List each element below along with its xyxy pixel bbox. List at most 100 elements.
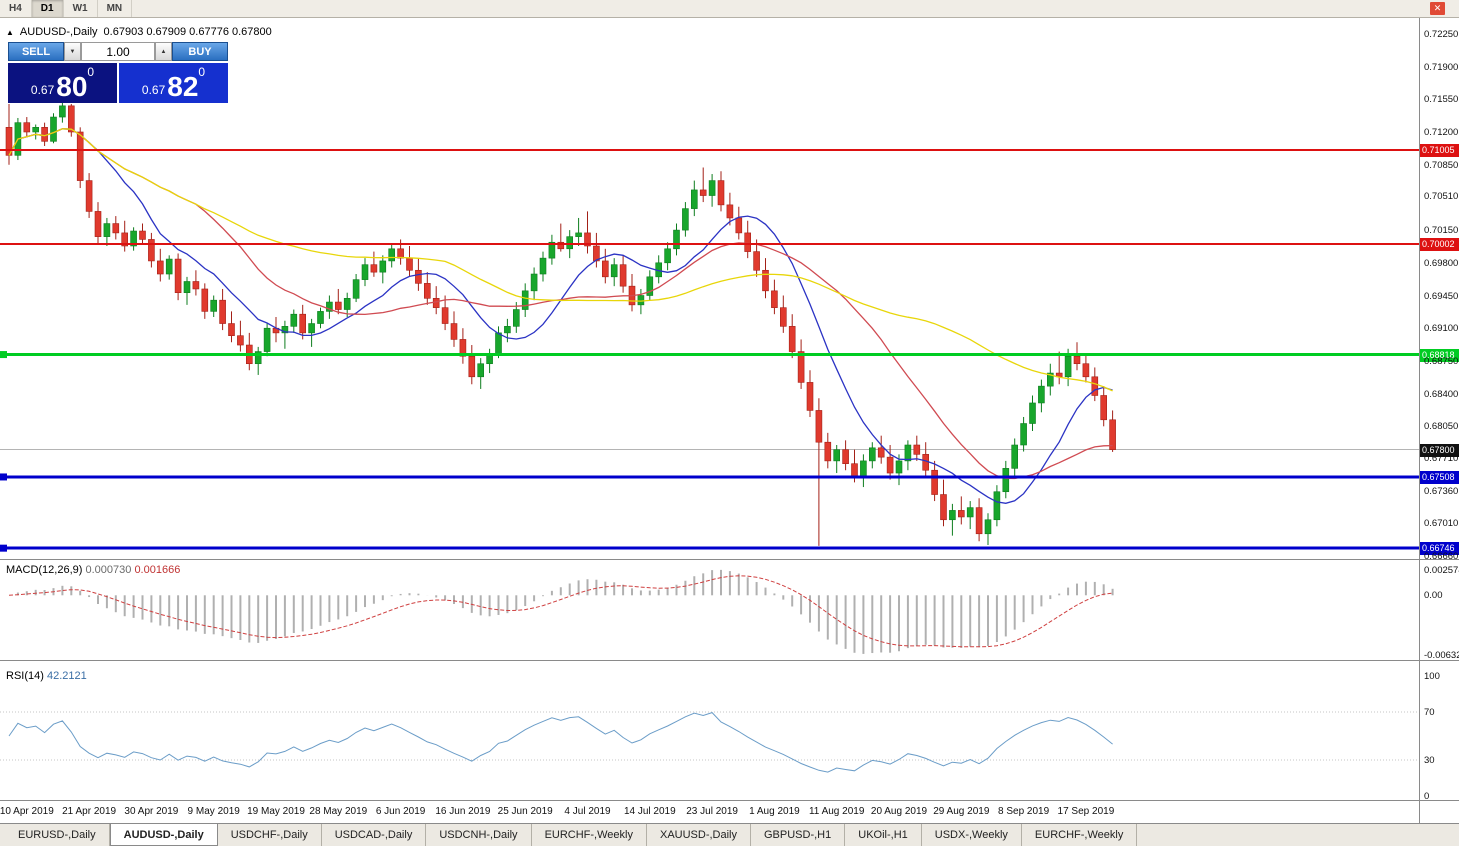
chart-tab-usdcnh-daily[interactable]: USDCNH-,Daily bbox=[426, 824, 532, 846]
y-axis-label: 0.68400 bbox=[1424, 388, 1459, 400]
x-axis-label: 25 Jun 2019 bbox=[497, 806, 553, 817]
rsi-scale-label: 100 bbox=[1424, 671, 1440, 682]
y-axis-label: 0.69450 bbox=[1424, 290, 1459, 302]
timeframe-button-mn[interactable]: MN bbox=[98, 0, 133, 17]
buy-price-prefix: 0.67 bbox=[141, 83, 166, 97]
volume-decrease-button[interactable]: ▼ bbox=[64, 42, 81, 61]
timeframe-button-w1[interactable]: W1 bbox=[64, 0, 98, 17]
chart-tab-gbpusd-h1[interactable]: GBPUSD-,H1 bbox=[751, 824, 846, 846]
chart-header: ▲ AUDUSD-,Daily 0.67903 0.67909 0.67776 … bbox=[6, 26, 272, 38]
chart-tab-eurchf-weekly[interactable]: EURCHF-,Weekly bbox=[1022, 824, 1138, 846]
macd-signal-value: 0.001666 bbox=[134, 564, 181, 576]
chart-tab-usdchf-daily[interactable]: USDCHF-,Daily bbox=[218, 824, 322, 846]
sell-price-prefix: 0.67 bbox=[30, 83, 55, 97]
rsi-panel[interactable] bbox=[0, 661, 1419, 800]
y-axis-label: 0.72250 bbox=[1424, 28, 1459, 40]
chart-tab-usdx-weekly[interactable]: USDX-,Weekly bbox=[922, 824, 1022, 846]
timeframe-button-h4[interactable]: H4 bbox=[0, 0, 32, 17]
price-line-label: 0.66746 bbox=[1420, 542, 1459, 555]
price-line-label: 0.71005 bbox=[1420, 144, 1459, 157]
x-axis-label: 17 Sep 2019 bbox=[1057, 806, 1115, 817]
buy-button[interactable]: BUY bbox=[172, 42, 228, 61]
y-axis-label: 0.71550 bbox=[1424, 94, 1459, 106]
buy-price-point: 0 bbox=[198, 65, 206, 79]
chart-tab-ukoil-h1[interactable]: UKOil-,H1 bbox=[845, 824, 922, 846]
one-click-trading-panel: SELL ▼ 1.00 ▲ BUY 0.67 80 0 0.67 82 0 bbox=[8, 42, 228, 103]
chart-tab-usdcad-daily[interactable]: USDCAD-,Daily bbox=[322, 824, 427, 846]
x-axis-label: 16 Jun 2019 bbox=[435, 806, 491, 817]
buy-price-pips: 82 bbox=[167, 71, 199, 102]
x-axis-label: 1 Aug 2019 bbox=[749, 806, 800, 817]
x-axis-label: 19 May 2019 bbox=[247, 806, 305, 817]
y-axis-label: 0.67360 bbox=[1424, 485, 1459, 497]
y-axis-label: 0.70150 bbox=[1424, 225, 1459, 237]
collapse-icon[interactable]: ▲ bbox=[6, 27, 14, 37]
rsi-scale-label: 70 bbox=[1424, 707, 1435, 718]
x-axis-label: 9 May 2019 bbox=[187, 806, 240, 817]
x-axis-label: 6 Jun 2019 bbox=[375, 806, 426, 817]
macd-scale-label: 0.002574 bbox=[1424, 565, 1459, 577]
x-axis-label: 20 Aug 2019 bbox=[870, 806, 928, 817]
volume-input[interactable]: 1.00 bbox=[81, 42, 155, 61]
current-price-label: 0.67800 bbox=[1420, 444, 1459, 457]
x-axis-label: 8 Sep 2019 bbox=[998, 806, 1050, 817]
rsi-scale-label: 0 bbox=[1424, 791, 1430, 802]
panel-separator[interactable] bbox=[0, 800, 1459, 801]
y-axis-label: 0.67710 bbox=[1424, 453, 1459, 465]
chart-tab-eurchf-weekly[interactable]: EURCHF-,Weekly bbox=[532, 824, 647, 846]
price-panel[interactable] bbox=[0, 18, 1419, 559]
rsi-indicator-label: RSI(14) 42.2121 bbox=[6, 670, 87, 682]
x-axis-label: 23 Jul 2019 bbox=[686, 806, 738, 817]
macd-main-value: 0.000730 bbox=[85, 564, 132, 576]
timeframe-toolbar: H4 D1 W1 MN bbox=[0, 0, 1459, 18]
chart-tab-eurusd-daily[interactable]: EURUSD-,Daily bbox=[5, 824, 110, 846]
rsi-value: 42.2121 bbox=[46, 670, 87, 682]
volume-increase-button[interactable]: ▲ bbox=[155, 42, 172, 61]
y-axis-label: 0.71200 bbox=[1424, 126, 1459, 138]
x-axis-label: 4 Jul 2019 bbox=[564, 806, 611, 817]
price-line-label: 0.70002 bbox=[1420, 238, 1459, 251]
buy-price-box[interactable]: 0.67 82 0 bbox=[119, 63, 228, 103]
x-axis-label: 29 Aug 2019 bbox=[933, 806, 990, 817]
x-axis-label: 21 Apr 2019 bbox=[62, 806, 117, 817]
y-axis-label: 0.70850 bbox=[1424, 159, 1459, 171]
sell-price-pips: 80 bbox=[56, 71, 88, 102]
macd-indicator-label: MACD(12,26,9) 0.000730 0.001666 bbox=[6, 564, 180, 576]
macd-panel[interactable] bbox=[0, 560, 1419, 660]
chart-tab-xauusd-daily[interactable]: XAUUSD-,Daily bbox=[647, 824, 751, 846]
sell-price-point: 0 bbox=[87, 65, 95, 79]
sell-button[interactable]: SELL bbox=[8, 42, 64, 61]
chart-ohlc-values: 0.67903 0.67909 0.67776 0.67800 bbox=[103, 26, 272, 38]
x-axis-label: 30 Apr 2019 bbox=[124, 806, 179, 817]
chart-window[interactable]: ▲ AUDUSD-,Daily 0.67903 0.67909 0.67776 … bbox=[0, 18, 1459, 823]
rsi-scale-label: 30 bbox=[1424, 755, 1435, 766]
close-button[interactable]: ✕ bbox=[1430, 2, 1445, 15]
panel-separator[interactable] bbox=[0, 559, 1459, 560]
y-axis-label: 0.69800 bbox=[1424, 257, 1459, 269]
chart-tab-bar: EURUSD-,Daily AUDUSD-,Daily USDCHF-,Daily U… bbox=[0, 823, 1459, 846]
macd-scale-label: 0.00 bbox=[1424, 590, 1443, 602]
macd-name: MACD(12,26,9) bbox=[6, 564, 83, 576]
macd-scale-label: -0.00632 bbox=[1424, 650, 1459, 661]
timeframe-button-group: H4 D1 W1 MN bbox=[0, 0, 133, 17]
x-axis-label: 10 Apr 2019 bbox=[0, 806, 54, 817]
chart-symbol-title: AUDUSD-,Daily bbox=[19, 26, 98, 38]
y-axis-label: 0.69100 bbox=[1424, 323, 1459, 335]
price-line-label: 0.67508 bbox=[1420, 471, 1459, 484]
chart-tab-audusd-daily[interactable]: AUDUSD-,Daily bbox=[109, 824, 218, 846]
x-axis-label: 28 May 2019 bbox=[309, 806, 368, 817]
y-axis-label: 0.68050 bbox=[1424, 421, 1459, 433]
y-axis-label: 0.70510 bbox=[1424, 191, 1459, 203]
y-axis-label: 0.71900 bbox=[1424, 61, 1459, 73]
price-line-label: 0.68818 bbox=[1420, 349, 1459, 362]
y-axis-label: 0.66660 bbox=[1424, 551, 1459, 563]
price-axis-divider bbox=[1419, 18, 1420, 823]
x-axis-label: 11 Aug 2019 bbox=[808, 806, 865, 817]
rsi-name: RSI(14) bbox=[6, 670, 44, 682]
timeframe-button-d1[interactable]: D1 bbox=[31, 0, 64, 17]
y-axis-label: 0.68750 bbox=[1424, 355, 1459, 367]
sell-price-box[interactable]: 0.67 80 0 bbox=[8, 63, 117, 103]
y-axis-label: 0.67010 bbox=[1424, 518, 1459, 530]
panel-separator[interactable] bbox=[0, 660, 1459, 661]
x-axis-label: 14 Jul 2019 bbox=[623, 806, 676, 817]
